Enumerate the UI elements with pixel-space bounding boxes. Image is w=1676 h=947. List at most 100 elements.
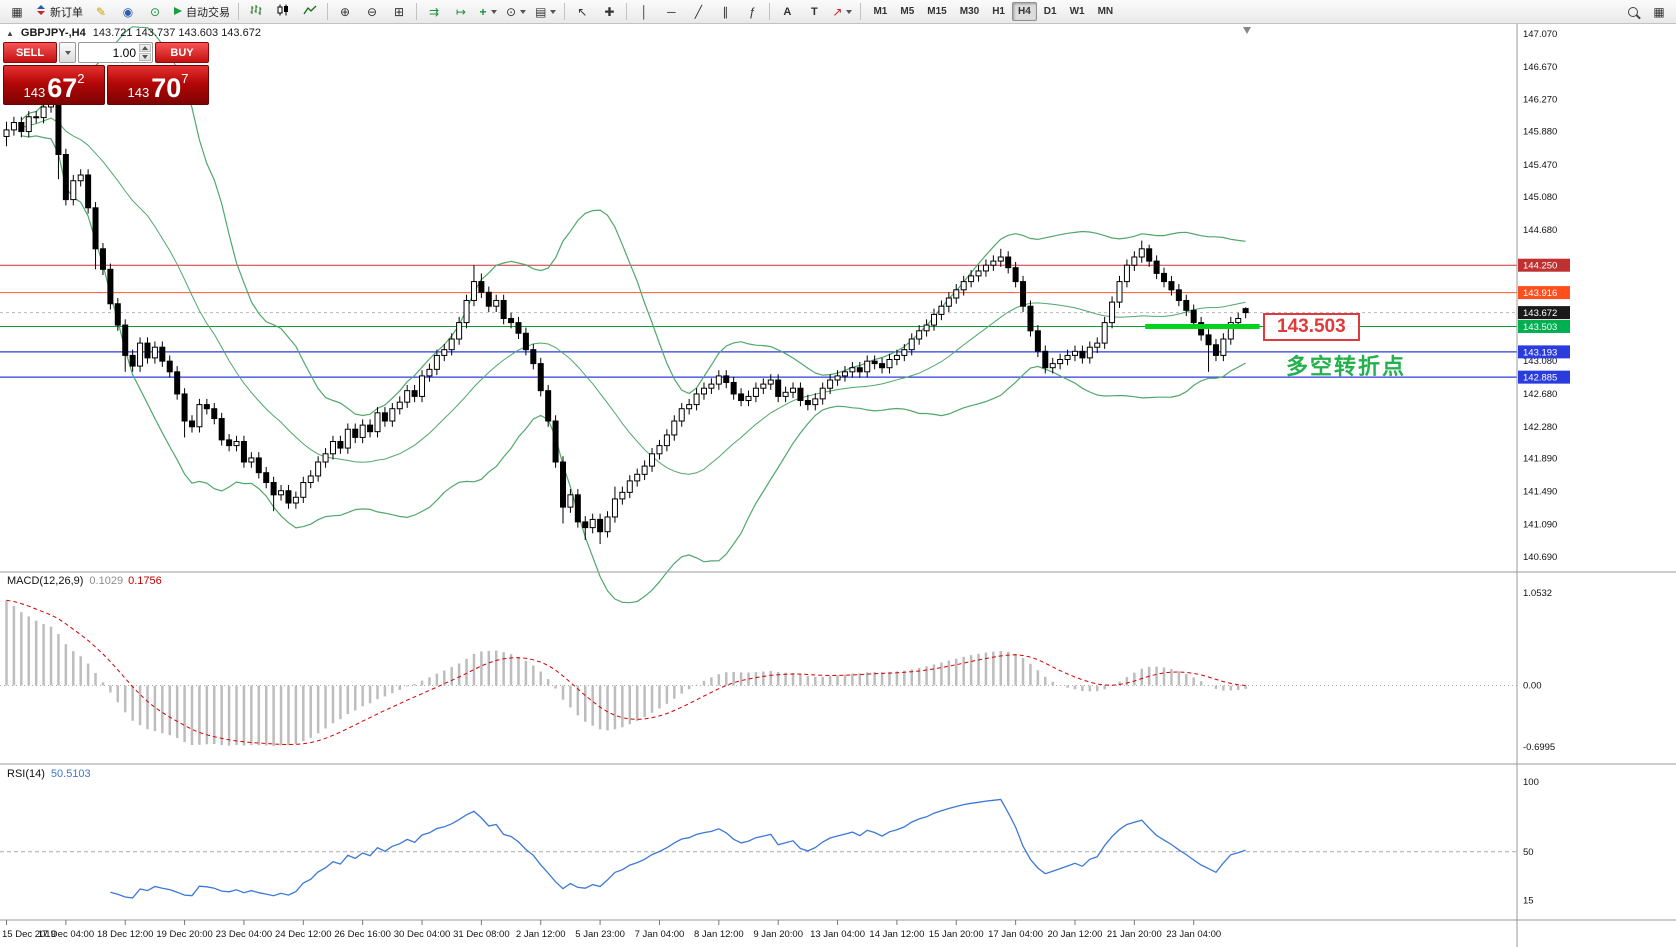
svg-text:143.080: 143.080 xyxy=(1523,356,1557,367)
arrows-button[interactable]: ↗ xyxy=(828,1,856,23)
svg-text:8 Jan 12:00: 8 Jan 12:00 xyxy=(694,929,744,940)
indicators-button[interactable]: + xyxy=(475,1,501,23)
zoom-in-button[interactable]: ⊕ xyxy=(332,1,358,23)
sell-button[interactable]: SELL xyxy=(3,42,57,63)
channel-button[interactable]: ∥ xyxy=(712,1,738,23)
timeframe-m30-button[interactable]: M30 xyxy=(959,6,980,17)
svg-text:14 Jan 12:00: 14 Jan 12:00 xyxy=(869,929,924,940)
one-click-options-button[interactable] xyxy=(59,42,76,63)
volume-increase-button[interactable] xyxy=(139,44,151,52)
sell-price-button[interactable]: 143 67 2 xyxy=(3,65,105,105)
toolbar-separator xyxy=(327,3,328,20)
bar-chart-button[interactable] xyxy=(243,1,269,23)
templates-button[interactable]: ▤ xyxy=(531,1,560,23)
layout-icon: ▦ xyxy=(1653,4,1665,19)
svg-text:18 Dec 12:00: 18 Dec 12:00 xyxy=(97,929,154,940)
text-label-button[interactable]: T xyxy=(801,1,827,23)
svg-text:145.470: 145.470 xyxy=(1523,160,1557,171)
arrow-icon: ↗ xyxy=(832,4,843,19)
tile-windows-icon: ⊞ xyxy=(393,4,405,19)
autotrading-icon xyxy=(173,5,183,19)
turning-point-annotation[interactable]: 多空转折点 xyxy=(1286,354,1407,379)
line-chart-button[interactable] xyxy=(297,1,323,23)
buy-price-button[interactable]: 143 70 7 xyxy=(107,65,209,105)
layout-button[interactable]: ▦ xyxy=(1646,1,1672,23)
line-chart-icon xyxy=(303,4,317,19)
horizontal-line-button[interactable]: ─ xyxy=(658,1,684,23)
autotrading-button[interactable]: 自动交易 xyxy=(169,1,234,23)
community-button[interactable]: ◉ xyxy=(115,1,141,23)
text-label-icon: T xyxy=(811,5,818,18)
autotrading-label: 自动交易 xyxy=(186,6,230,19)
svg-text:31 Dec 08:00: 31 Dec 08:00 xyxy=(453,929,510,940)
search-button[interactable] xyxy=(1620,1,1646,23)
new-order-button[interactable]: 新订单 xyxy=(31,1,87,23)
timeframe-d1-button[interactable]: D1 xyxy=(1043,6,1057,17)
fibonacci-button[interactable]: ƒ xyxy=(739,1,765,23)
periods-button[interactable]: ⊙ xyxy=(502,1,530,23)
svg-text:30 Dec 04:00: 30 Dec 04:00 xyxy=(394,929,451,940)
periods-clock-icon: ⊙ xyxy=(506,4,517,19)
sell-price-big: 67 xyxy=(47,73,78,104)
svg-text:50: 50 xyxy=(1523,847,1534,858)
chart-shift-button[interactable]: ↦ xyxy=(448,1,474,23)
svg-text:23 Dec 04:00: 23 Dec 04:00 xyxy=(216,929,273,940)
timeframe-m1-button[interactable]: M1 xyxy=(873,6,888,17)
cursor-button[interactable]: ↖ xyxy=(569,1,595,23)
svg-text:7 Jan 04:00: 7 Jan 04:00 xyxy=(635,929,685,940)
timeframe-h4-button[interactable]: H4 xyxy=(1011,2,1037,21)
dropdown-caret-icon xyxy=(65,50,71,55)
chart-title: ▲ GBPJPY-,H4 143.721 143.737 143.603 143… xyxy=(6,27,261,39)
timeframe-m15-button[interactable]: M15 xyxy=(927,6,947,17)
price-chart[interactable]: 147.070 146.670 146.270 145.880 145.470 145.0… xyxy=(0,24,1676,947)
text-icon: A xyxy=(783,5,792,18)
vertical-line-button[interactable]: │ xyxy=(631,1,657,23)
sell-price-sup: 2 xyxy=(77,71,85,86)
tile-windows-button[interactable]: ⊞ xyxy=(386,1,412,23)
new-order-label: 新订单 xyxy=(50,6,83,19)
one-click-toggle-icon[interactable]: ▲ xyxy=(6,28,14,38)
svg-text:144.680: 144.680 xyxy=(1523,225,1557,236)
text-button[interactable]: A xyxy=(774,1,800,23)
buy-button[interactable]: BUY xyxy=(155,42,209,63)
timeframe-m5-button[interactable]: M5 xyxy=(900,6,915,17)
chart-window-button[interactable]: ▦ xyxy=(4,1,30,23)
metaeditor-icon: ✎ xyxy=(95,4,107,19)
volume-input[interactable] xyxy=(79,43,152,62)
svg-text:100: 100 xyxy=(1523,777,1539,788)
svg-text:143.672: 143.672 xyxy=(1523,308,1557,319)
timeframe-w1-button[interactable]: W1 xyxy=(1069,6,1085,17)
svg-text:26 Dec 16:00: 26 Dec 16:00 xyxy=(334,929,391,940)
candlestick-button[interactable] xyxy=(270,1,296,23)
svg-text:140.690: 140.690 xyxy=(1523,552,1557,563)
timeframe-mn-button[interactable]: MN xyxy=(1097,6,1114,17)
svg-text:23 Jan 04:00: 23 Jan 04:00 xyxy=(1166,929,1221,940)
help-button[interactable]: ⊙ xyxy=(142,1,168,23)
svg-text:146.670: 146.670 xyxy=(1523,62,1557,73)
svg-text:9 Jan 20:00: 9 Jan 20:00 xyxy=(753,929,803,940)
svg-text:141.090: 141.090 xyxy=(1523,519,1557,530)
toolbar-right-group: ▦ xyxy=(1620,1,1672,23)
zoom-out-button[interactable]: ⊖ xyxy=(359,1,385,23)
volume-decrease-button[interactable] xyxy=(139,53,151,61)
crosshair-button[interactable]: ✚ xyxy=(596,1,622,23)
svg-text:143.193: 143.193 xyxy=(1523,347,1557,358)
price-annotation-box[interactable]: 143.503 xyxy=(1263,313,1360,341)
timeframe-group: M1 M5 M15 M30 H1 H4 D1 W1 MN xyxy=(867,2,1119,21)
metaeditor-button[interactable]: ✎ xyxy=(88,1,114,23)
new-order-icon xyxy=(35,4,47,19)
toolbar-separator xyxy=(416,3,417,20)
crosshair-icon: ✚ xyxy=(604,4,615,19)
spinner-down-icon xyxy=(142,55,148,59)
svg-text:142.885: 142.885 xyxy=(1523,373,1557,384)
trendline-button[interactable]: ╱ xyxy=(685,1,711,23)
svg-text:141.890: 141.890 xyxy=(1523,454,1557,465)
svg-text:1.0532: 1.0532 xyxy=(1523,588,1552,599)
help-icon: ⊙ xyxy=(149,4,161,19)
macd-value-signal: 0.1756 xyxy=(128,575,162,587)
sell-price-main: 143 xyxy=(23,84,46,100)
auto-scroll-button[interactable]: ⇉ xyxy=(421,1,447,23)
timeframe-h1-button[interactable]: H1 xyxy=(992,6,1005,17)
chart-ohlc-values: 143.721 143.737 143.603 143.672 xyxy=(92,27,261,39)
